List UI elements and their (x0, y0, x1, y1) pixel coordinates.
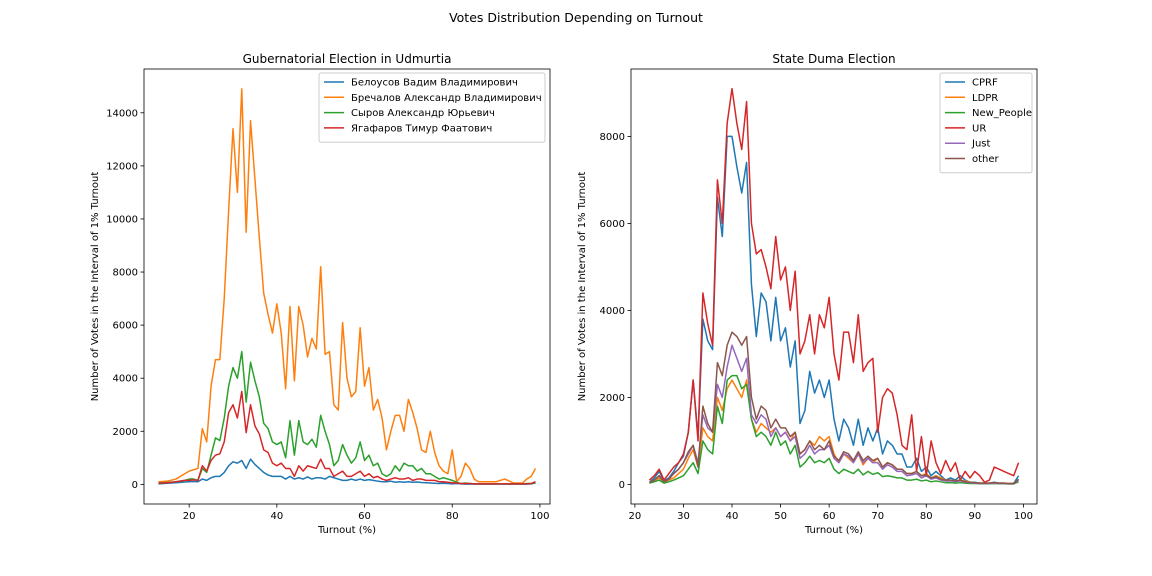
y-axis-label: Number of Votes in the Interval of 1% Tu… (577, 172, 588, 402)
y-tick-label: 8000 (113, 268, 138, 279)
y-tick-label: 12000 (106, 161, 138, 172)
legend-label: Just (971, 139, 990, 150)
chart-title: State Duma Election (772, 52, 895, 66)
y-tick-label: 10000 (106, 214, 138, 225)
series-line-New_People (649, 374, 1019, 485)
y-tick-label: 2000 (113, 427, 138, 438)
chart-2: State Duma Election 20 30 40 50 60 70 80 90 100 0 2… (577, 52, 1038, 536)
x-tick-label: 20 (629, 511, 642, 522)
x-tick-label: 30 (677, 511, 690, 522)
y-tick-label: 8000 (600, 132, 625, 143)
legend-label: Ягафаров Тимур Фаатович (351, 123, 492, 134)
legend-box (318, 72, 546, 143)
x-tick-label: 50 (774, 511, 787, 522)
axes-frame (143, 68, 551, 505)
legend: Белоусов Вадим Владимирович Бречалов Алек… (318, 72, 546, 143)
x-tick-label: 20 (183, 511, 196, 522)
series-group (648, 87, 1020, 485)
chart-title: Gubernatorial Election in Udmurtia (243, 52, 452, 66)
series-line-Ягафаров Тимур Фаатович (158, 390, 536, 485)
x-tick-label: 90 (968, 511, 981, 522)
y-tick-label: 2000 (600, 393, 625, 404)
x-tick-label: 80 (446, 511, 459, 522)
legend-label: CPRF (972, 78, 998, 89)
figure-title: Votes Distribution Depending on Turnout (449, 10, 703, 25)
series-line-Белоусов Вадим Владимирович (158, 458, 536, 485)
x-tick-label: 60 (358, 511, 371, 522)
y-tick-label: 14000 (106, 108, 138, 119)
y-tick-label: 0 (619, 480, 625, 491)
series-line-UR (648, 87, 1020, 483)
y-tick-label: 6000 (113, 321, 138, 332)
legend-label: Бречалов Александр Владимирович (351, 93, 542, 104)
series-line-other (649, 331, 1020, 485)
y-tick-label: 6000 (600, 219, 625, 230)
legend-label: New_People (972, 108, 1032, 119)
y-tick-label: 4000 (600, 306, 625, 317)
x-tick-label: 40 (270, 511, 283, 522)
series-group (158, 88, 537, 485)
legend-label: UR (972, 123, 986, 134)
y-tick-label: 4000 (113, 374, 138, 385)
x-tick-label: 100 (530, 511, 549, 522)
y-axis-label: Number of Votes in the Interval of 1% Tu… (90, 172, 101, 402)
chart-1: Gubernatorial Election in Udmurtia 20 40 60… (90, 52, 551, 536)
legend-label: Белоусов Вадим Владимирович (351, 78, 518, 89)
legend: CPRF LDPR New_People UR Just other (939, 72, 1033, 174)
series-line-Бречалов Александр Владимирович (158, 88, 537, 484)
axes-frame (630, 68, 1038, 505)
x-axis-label: Turnout (%) (317, 525, 376, 536)
legend-label: Сыров Александр Юрьевич (351, 108, 495, 119)
x-tick-label: 100 (1014, 511, 1033, 522)
legend-label: other (972, 154, 1000, 165)
legend-label: LDPR (972, 93, 998, 104)
x-axis-label: Turnout (%) (804, 525, 863, 536)
series-line-CPRF (648, 135, 1020, 485)
x-tick-label: 40 (726, 511, 739, 522)
x-tick-label: 60 (823, 511, 836, 522)
x-tick-label: 70 (871, 511, 884, 522)
x-tick-label: 80 (920, 511, 933, 522)
y-tick-label: 0 (132, 480, 138, 491)
